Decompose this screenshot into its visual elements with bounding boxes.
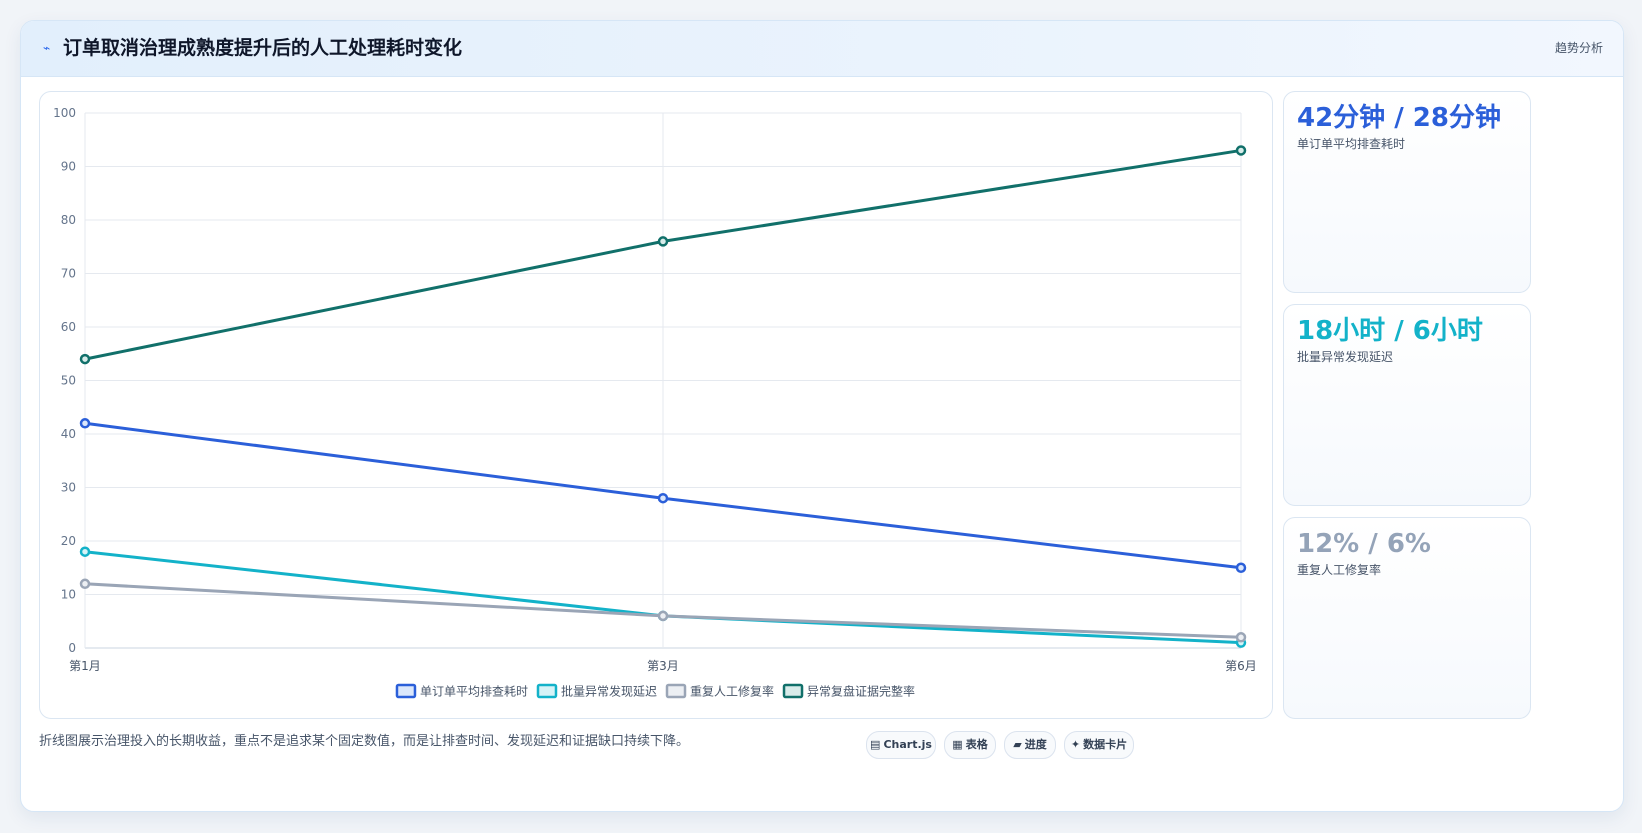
panel-header: ⌁ 订单取消治理成熟度提升后的人工处理耗时变化 趋势分析 <box>21 21 1623 77</box>
pill-label: 进度 <box>1024 738 1047 751</box>
legend-swatch <box>395 683 417 699</box>
header-tag[interactable]: 趋势分析 <box>1554 41 1603 55</box>
progress-icon: ▰ <box>1013 738 1022 751</box>
y-tick-label: 20 <box>61 534 76 548</box>
data-point <box>657 492 669 504</box>
sparkle-icon: ✦ <box>1070 738 1081 751</box>
stat-label: 单订单平均排查耗时 <box>1297 137 1406 151</box>
chart-card: 0 10 20 30 40 50 60 70 80 90 100 第1月 第3月 第6月单订单平均排查耗时… <box>39 91 1273 719</box>
pill-progress[interactable]: ▰ 进度 <box>1004 731 1056 759</box>
x-tick-label: 第3月 <box>647 659 679 673</box>
stat-label: 批量异常发现延迟 <box>1297 350 1394 364</box>
legend-label: 单订单平均排查耗时 <box>420 685 528 699</box>
y-tick-label: 60 <box>61 320 76 334</box>
legend-swatch <box>782 683 804 699</box>
data-point <box>657 610 669 622</box>
page-title: 订单取消治理成熟度提升后的人工处理耗时变化 <box>63 37 463 59</box>
data-point <box>79 578 91 590</box>
pill-table[interactable]: ▦ 表格 <box>944 731 996 759</box>
data-point <box>1235 632 1247 643</box>
y-tick-label: 10 <box>61 588 76 602</box>
data-point <box>79 546 91 557</box>
y-tick-label: 40 <box>61 427 76 441</box>
footer-note: 折线图展示治理投入的长期收益，重点不是追求某个固定数值，而是让排查时间、发现延迟… <box>39 734 690 749</box>
y-tick-label: 30 <box>61 481 76 495</box>
pill-label: Chart.js <box>883 738 932 751</box>
chart-panel: ⌁ 订单取消治理成熟度提升后的人工处理耗时变化 趋势分析 0 10 20 30 40 50… <box>20 20 1624 812</box>
stat-card-investigation-time: 42分钟 / 28分钟 单订单平均排查耗时 <box>1283 91 1531 293</box>
data-point <box>657 236 669 247</box>
x-tick-label: 第1月 <box>69 659 101 673</box>
legend-label: 批量异常发现延迟 <box>561 684 657 699</box>
legend-swatch <box>665 683 687 699</box>
pill-chartjs[interactable]: ▤ Chart.js <box>866 731 936 759</box>
legend-label: 异常复盘证据完整率 <box>807 684 915 699</box>
y-tick-label: 0 <box>68 641 76 655</box>
data-point <box>79 353 91 365</box>
stat-label: 重复人工修复率 <box>1297 563 1382 577</box>
data-point <box>79 418 91 429</box>
y-tick-label: 100 <box>53 106 76 120</box>
line-chart: 0 10 20 30 40 50 60 70 80 90 100 第1月 第3月 第6月单订单平均排查耗时… <box>53 106 1257 699</box>
y-tick-label: 50 <box>61 374 76 388</box>
y-tick-label: 70 <box>61 267 76 281</box>
legend-label: 重复人工修复率 <box>690 684 774 699</box>
stat-card-detection-delay: 18小时 / 6小时 批量异常发现延迟 <box>1283 304 1531 506</box>
table-icon: ▦ <box>952 738 963 751</box>
trend-icon: ⌁ <box>43 41 51 55</box>
x-tick-label: 第6月 <box>1225 659 1257 673</box>
pill-label: 数据卡片 <box>1083 738 1128 751</box>
chart-icon: ▤ <box>870 738 881 751</box>
pill-label: 表格 <box>965 738 988 751</box>
pill-data-card[interactable]: ✦ 数据卡片 <box>1064 731 1134 759</box>
stat-value: 18小时 / 6小时 <box>1297 316 1483 346</box>
stat-value: 12% / 6% <box>1297 529 1431 559</box>
data-point <box>1235 562 1247 573</box>
y-tick-label: 90 <box>61 160 76 174</box>
data-point <box>1235 145 1247 156</box>
stat-value: 42分钟 / 28分钟 <box>1297 103 1501 133</box>
stat-card-repeat-fix-rate: 12% / 6% 重复人工修复率 <box>1283 517 1531 719</box>
legend-swatch <box>536 683 558 699</box>
y-tick-label: 80 <box>61 213 76 227</box>
